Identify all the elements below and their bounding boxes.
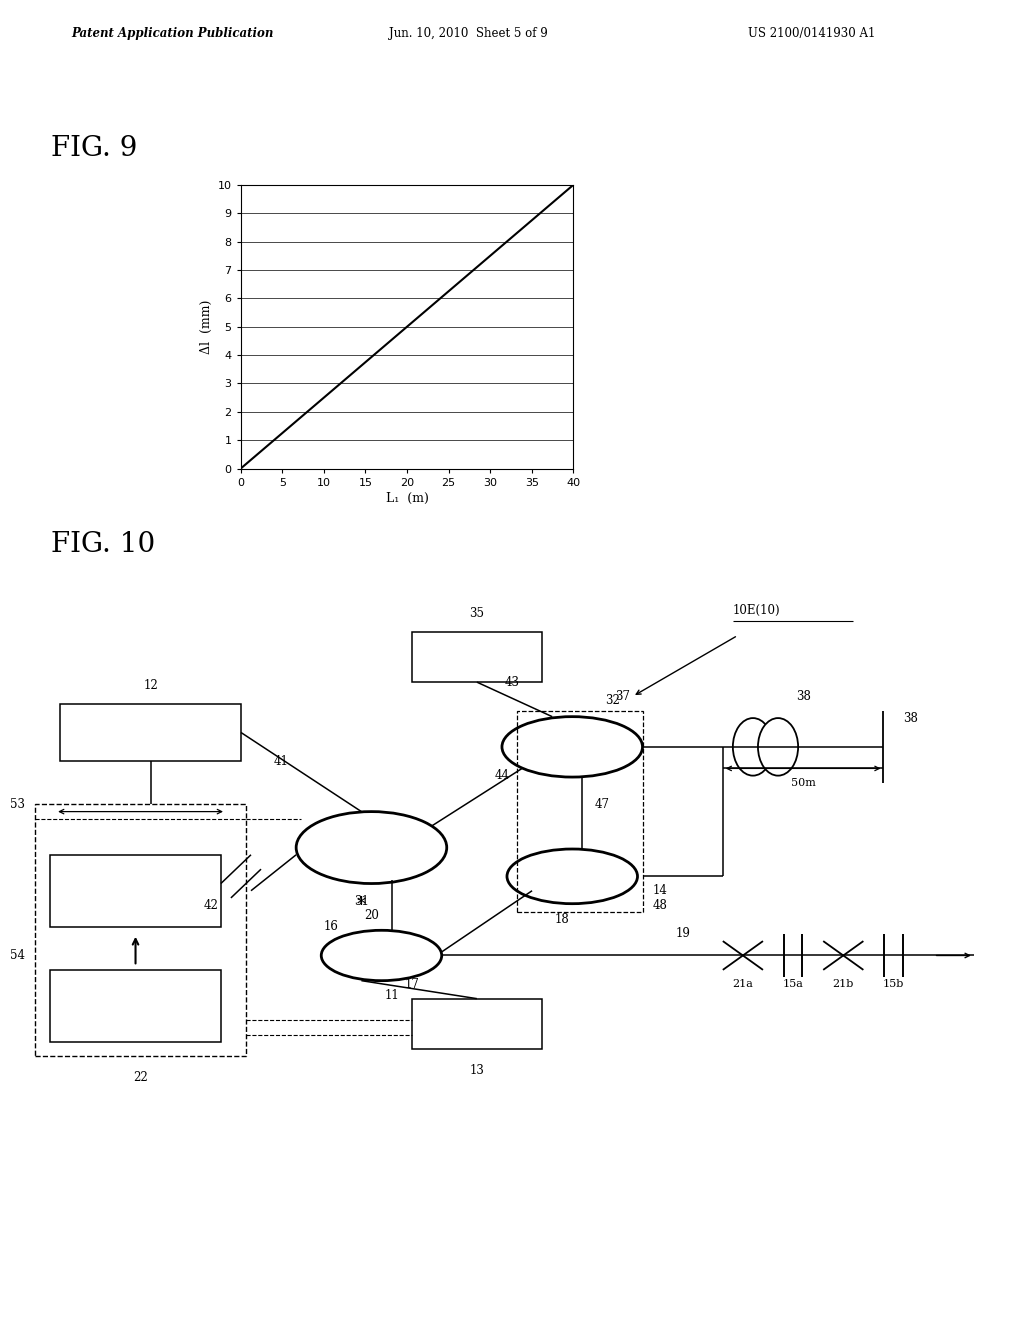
Text: Jun. 10, 2010  Sheet 5 of 9: Jun. 10, 2010 Sheet 5 of 9 bbox=[389, 28, 548, 41]
Text: 15b: 15b bbox=[883, 979, 904, 989]
Text: 12: 12 bbox=[143, 680, 158, 692]
Text: 22: 22 bbox=[133, 1072, 147, 1084]
Ellipse shape bbox=[502, 717, 642, 777]
Text: 17: 17 bbox=[404, 978, 419, 991]
Text: 42: 42 bbox=[204, 899, 218, 912]
Text: 21b: 21b bbox=[833, 979, 854, 989]
Bar bbox=[517, 711, 642, 912]
Text: 38: 38 bbox=[903, 711, 919, 725]
Text: US 2100/0141930 A1: US 2100/0141930 A1 bbox=[748, 28, 874, 41]
Text: 53: 53 bbox=[10, 797, 26, 810]
Text: 13: 13 bbox=[469, 1064, 484, 1077]
Text: 19: 19 bbox=[675, 928, 690, 940]
Text: 10E(10): 10E(10) bbox=[733, 603, 780, 616]
Ellipse shape bbox=[733, 718, 773, 776]
Text: 16: 16 bbox=[324, 920, 339, 933]
Text: 54: 54 bbox=[10, 949, 26, 962]
Y-axis label: Δl  (mm): Δl (mm) bbox=[201, 300, 213, 354]
Text: 14: 14 bbox=[652, 884, 668, 898]
Text: 18: 18 bbox=[555, 913, 569, 927]
Text: FIG. 9: FIG. 9 bbox=[51, 135, 137, 162]
Bar bbox=[60, 704, 241, 762]
Text: 31: 31 bbox=[354, 895, 369, 908]
X-axis label: L₁  (m): L₁ (m) bbox=[386, 492, 428, 504]
Text: 20: 20 bbox=[364, 909, 379, 923]
Text: 50m: 50m bbox=[791, 777, 815, 788]
Text: *: * bbox=[356, 896, 366, 915]
Ellipse shape bbox=[758, 718, 798, 776]
Text: 48: 48 bbox=[652, 899, 668, 912]
Text: 38: 38 bbox=[796, 690, 811, 704]
Text: 41: 41 bbox=[273, 755, 289, 768]
Bar bbox=[412, 632, 542, 682]
Bar bbox=[412, 999, 542, 1049]
Bar bbox=[35, 804, 246, 1056]
Text: Patent Application Publication: Patent Application Publication bbox=[72, 28, 274, 41]
Bar bbox=[50, 855, 221, 927]
Text: 43: 43 bbox=[505, 676, 519, 689]
Ellipse shape bbox=[507, 849, 638, 904]
Ellipse shape bbox=[322, 931, 441, 981]
Text: 21a: 21a bbox=[732, 979, 754, 989]
Text: 47: 47 bbox=[595, 797, 610, 810]
Bar bbox=[50, 970, 221, 1041]
Text: 37: 37 bbox=[615, 690, 630, 704]
Text: FIG. 10: FIG. 10 bbox=[51, 531, 156, 558]
Text: 44: 44 bbox=[495, 770, 510, 783]
Text: 32: 32 bbox=[605, 693, 620, 706]
Ellipse shape bbox=[296, 812, 446, 883]
Text: 35: 35 bbox=[469, 607, 484, 620]
Text: 15a: 15a bbox=[782, 979, 804, 989]
Text: 11: 11 bbox=[384, 989, 399, 1002]
